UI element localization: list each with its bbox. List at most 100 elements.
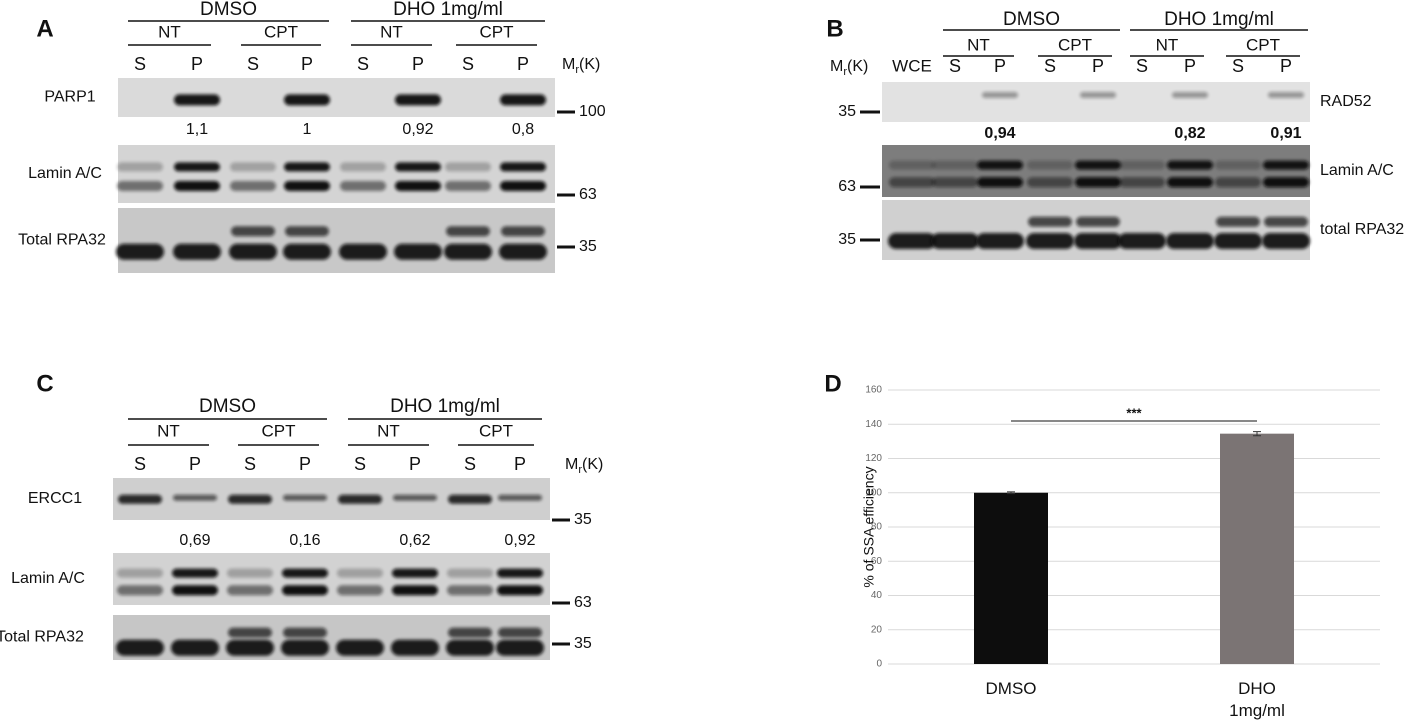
subgroup-title: NT bbox=[1156, 35, 1179, 54]
row-label: Lamin A/C bbox=[1320, 162, 1394, 179]
blot-band bbox=[500, 94, 546, 106]
panel-label: A bbox=[36, 15, 53, 42]
blot-band bbox=[1026, 233, 1074, 249]
y-tick-label: 20 bbox=[871, 624, 883, 635]
mw-subscript: r bbox=[843, 66, 847, 78]
lane-label: P bbox=[514, 454, 526, 474]
blot-band bbox=[231, 226, 275, 237]
lane-label: S bbox=[949, 56, 961, 76]
y-tick-label: 80 bbox=[871, 522, 883, 533]
blot-band bbox=[337, 568, 383, 578]
group-title: DHO 1mg/ml bbox=[390, 396, 500, 417]
lane-label: P bbox=[409, 454, 421, 474]
blot-band bbox=[499, 243, 547, 260]
blot-band bbox=[1028, 216, 1072, 227]
lane-label: WCE bbox=[892, 56, 932, 75]
blot-band bbox=[1216, 216, 1260, 227]
lane-label: P bbox=[1184, 56, 1196, 76]
blot-band bbox=[172, 585, 218, 596]
error-bar bbox=[1007, 491, 1015, 495]
marker-label: 35 bbox=[574, 511, 592, 528]
mw-symbol: M bbox=[565, 456, 578, 473]
quantification: 0,92 bbox=[504, 532, 535, 549]
row-label: PARP1 bbox=[44, 89, 95, 106]
blot-strip bbox=[882, 200, 1310, 260]
row-label: RAD52 bbox=[1320, 93, 1372, 110]
blot-band bbox=[281, 639, 329, 656]
blot-band bbox=[171, 639, 219, 656]
group-title: DHO 1mg/ml bbox=[393, 0, 503, 20]
blot-band bbox=[1076, 216, 1120, 227]
blot-band bbox=[285, 226, 329, 237]
blot-band bbox=[447, 568, 493, 578]
blot-band bbox=[1119, 160, 1165, 170]
blot-band bbox=[1262, 233, 1310, 249]
blot-band bbox=[888, 233, 936, 249]
subgroup-title: NT bbox=[157, 421, 180, 440]
lane-label: S bbox=[357, 54, 369, 74]
marker-label: 35 bbox=[574, 635, 592, 652]
blot-band bbox=[230, 180, 276, 191]
lane-label: S bbox=[462, 54, 474, 74]
blot-band bbox=[338, 494, 382, 504]
blot-band bbox=[501, 226, 545, 237]
blot-band bbox=[448, 627, 492, 638]
blot-band bbox=[1027, 160, 1073, 170]
blot-band bbox=[116, 243, 164, 260]
quantification: 1 bbox=[303, 121, 312, 138]
blot-band bbox=[284, 162, 330, 172]
blot-strip bbox=[882, 82, 1310, 122]
blot-band bbox=[230, 162, 276, 172]
error-bar bbox=[1253, 431, 1261, 437]
blot-band bbox=[976, 233, 1024, 249]
marker-label: 63 bbox=[574, 594, 592, 611]
subgroup-title: NT bbox=[377, 421, 400, 440]
blot-band bbox=[283, 243, 331, 260]
mw-unit: (K) bbox=[579, 56, 600, 73]
blot-band bbox=[394, 243, 442, 260]
lane-label: S bbox=[1232, 56, 1244, 76]
blot-band bbox=[172, 568, 218, 578]
subgroup-title: NT bbox=[158, 22, 181, 41]
blot-band bbox=[1080, 92, 1116, 98]
quantification: 0,8 bbox=[512, 121, 534, 138]
blot-band bbox=[1167, 160, 1213, 170]
row-label: total RPA32 bbox=[1320, 221, 1404, 238]
marker-label: 63 bbox=[579, 186, 597, 203]
blot-strip bbox=[882, 145, 1310, 197]
blot-band bbox=[498, 494, 542, 501]
bar-chart: D 0 20 40 60 80 100 120 140 160 % of SSA efficienc… bbox=[824, 370, 1380, 670]
blot-band bbox=[496, 639, 544, 656]
row-label: Lamin A/C bbox=[28, 165, 102, 182]
blot-strip bbox=[113, 553, 550, 605]
blot-band bbox=[391, 639, 439, 656]
significance-label: *** bbox=[1126, 405, 1142, 420]
blot-band bbox=[889, 160, 935, 170]
blot-band bbox=[340, 180, 386, 191]
blot-band bbox=[339, 243, 387, 260]
blot-band bbox=[446, 226, 490, 237]
group-title: DMSO bbox=[1003, 9, 1060, 30]
blot-band bbox=[1215, 177, 1261, 188]
lane-label: P bbox=[1092, 56, 1104, 76]
blot-band bbox=[337, 585, 383, 596]
blot-band bbox=[282, 568, 328, 578]
row-label: Total RPA32 bbox=[0, 629, 84, 646]
blot-band bbox=[1167, 177, 1213, 188]
blot-band bbox=[340, 162, 386, 172]
blot-band bbox=[497, 568, 543, 578]
y-tick-label: 0 bbox=[876, 659, 882, 670]
y-axis-label: % of SSA efficiency bbox=[861, 466, 877, 587]
blot-band bbox=[228, 494, 272, 504]
blot-band bbox=[336, 639, 384, 656]
x-tick-label: DHO 1mg/ml bbox=[1229, 679, 1285, 720]
mw-symbol: M bbox=[562, 56, 575, 73]
lane-label: S bbox=[464, 454, 476, 474]
blot-band bbox=[282, 585, 328, 596]
blot-band bbox=[447, 585, 493, 596]
blot-band bbox=[283, 627, 327, 638]
blot-band bbox=[395, 162, 441, 172]
